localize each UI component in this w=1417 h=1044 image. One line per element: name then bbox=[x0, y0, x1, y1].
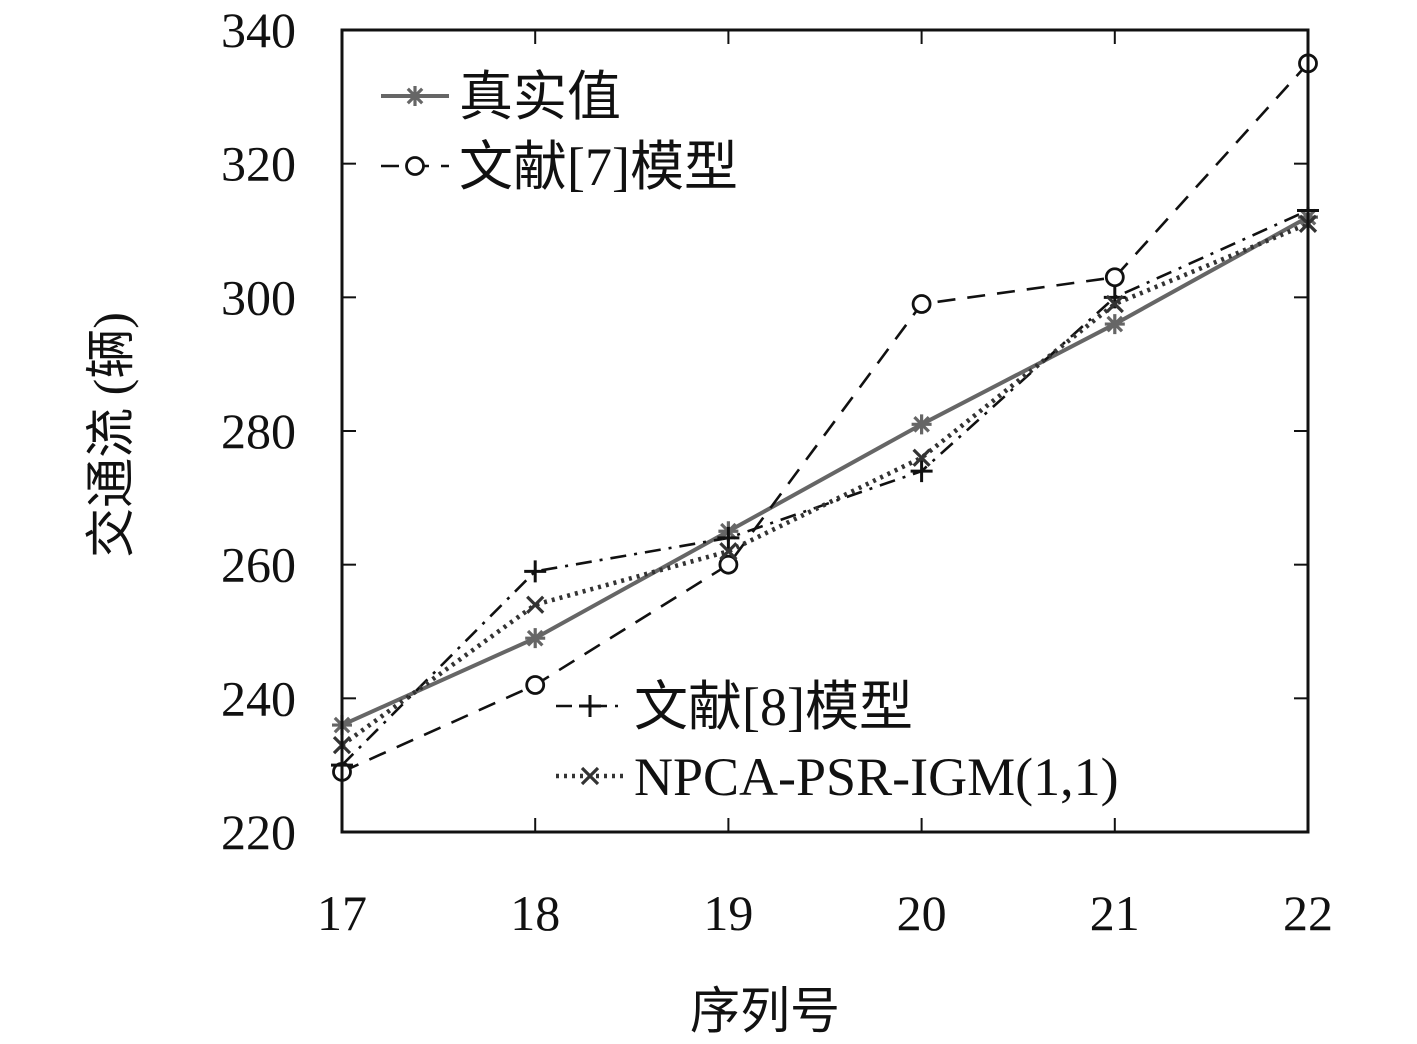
x-tick-label: 18 bbox=[510, 885, 560, 941]
data-point-series-1 bbox=[718, 554, 739, 575]
legend-bottom-right: 文献[8]模型 NPCA-PSR-IGM(1,1) bbox=[556, 677, 1119, 807]
data-point-series-0 bbox=[911, 414, 932, 435]
x-axis-title: 序列号 bbox=[690, 983, 840, 1039]
data-point-series-0 bbox=[525, 628, 546, 649]
y-tick-labels: 220 240 260 280 300 320 340 bbox=[221, 2, 296, 860]
series-markers bbox=[331, 53, 1319, 782]
y-tick-label: 240 bbox=[221, 670, 296, 726]
x-tick-label: 21 bbox=[1090, 885, 1140, 941]
data-point-series-2 bbox=[524, 560, 547, 583]
data-point-series-3 bbox=[912, 448, 931, 467]
y-tick-label: 260 bbox=[221, 537, 296, 593]
legend-marker-2 bbox=[579, 695, 601, 717]
y-tick-label: 280 bbox=[221, 403, 296, 459]
legend-marker-3 bbox=[580, 766, 600, 786]
y-tick-label: 320 bbox=[221, 136, 296, 192]
legend-label-1: 文献[7]模型 bbox=[459, 137, 738, 197]
series-line-0 bbox=[341, 215, 1309, 727]
y-axis-title: 交通流 (辆) bbox=[83, 312, 139, 558]
x-tick-labels: 17 18 19 20 21 22 bbox=[317, 885, 1333, 941]
data-point-series-3 bbox=[526, 595, 545, 614]
axis-ticks bbox=[341, 29, 1309, 833]
series-lines bbox=[340, 62, 1309, 774]
series-line-3 bbox=[340, 221, 1309, 747]
data-point-series-1 bbox=[911, 294, 932, 314]
x-tick-label: 19 bbox=[703, 885, 753, 941]
data-point-series-2 bbox=[717, 526, 740, 549]
data-point-series-3 bbox=[719, 542, 738, 561]
legend-label-0: 真实值 bbox=[459, 67, 621, 127]
x-tick-label: 17 bbox=[317, 885, 367, 941]
legend-marker-0 bbox=[405, 86, 425, 106]
data-point-series-1 bbox=[525, 675, 546, 695]
y-tick-label: 300 bbox=[221, 269, 296, 325]
data-point-series-2 bbox=[910, 460, 933, 483]
data-point-series-1 bbox=[1104, 267, 1125, 288]
data-point-series-0 bbox=[1104, 314, 1125, 335]
legend-marker-1 bbox=[405, 156, 425, 176]
y-tick-label: 340 bbox=[221, 2, 296, 58]
series-line-1 bbox=[341, 62, 1309, 774]
legend-label-3: NPCA-PSR-IGM(1,1) bbox=[634, 747, 1119, 807]
y-tick-label: 220 bbox=[221, 804, 296, 860]
x-tick-label: 20 bbox=[897, 885, 947, 941]
legend-label-2: 文献[8]模型 bbox=[634, 677, 913, 737]
data-point-series-3 bbox=[1105, 294, 1124, 314]
x-tick-label: 22 bbox=[1283, 885, 1333, 941]
